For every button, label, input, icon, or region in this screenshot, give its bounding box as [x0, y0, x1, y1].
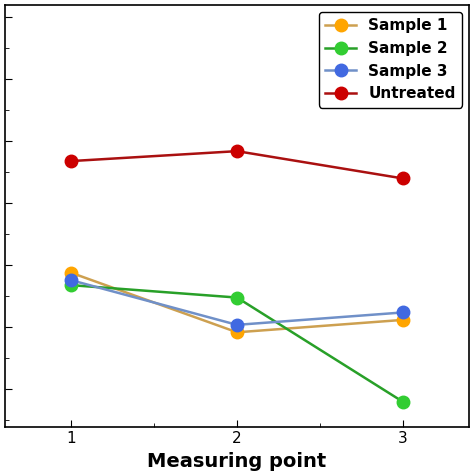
- Sample 3: [234, 322, 240, 328]
- Sample 2: [400, 399, 406, 405]
- Line: Sample 1: Sample 1: [65, 266, 409, 338]
- Sample 1: [234, 329, 240, 335]
- Sample 2: [68, 283, 74, 288]
- Untreated: [400, 175, 406, 181]
- Line: Sample 2: Sample 2: [65, 279, 409, 408]
- Sample 2: [234, 295, 240, 301]
- Line: Untreated: Untreated: [65, 145, 409, 185]
- Sample 3: [400, 310, 406, 315]
- Legend: Sample 1, Sample 2, Sample 3, Untreated: Sample 1, Sample 2, Sample 3, Untreated: [319, 12, 462, 108]
- Sample 1: [400, 317, 406, 323]
- Untreated: [234, 148, 240, 154]
- Untreated: [68, 158, 74, 164]
- Line: Sample 3: Sample 3: [65, 274, 409, 331]
- X-axis label: Measuring point: Measuring point: [147, 452, 327, 471]
- Sample 3: [68, 277, 74, 283]
- Sample 1: [68, 270, 74, 275]
